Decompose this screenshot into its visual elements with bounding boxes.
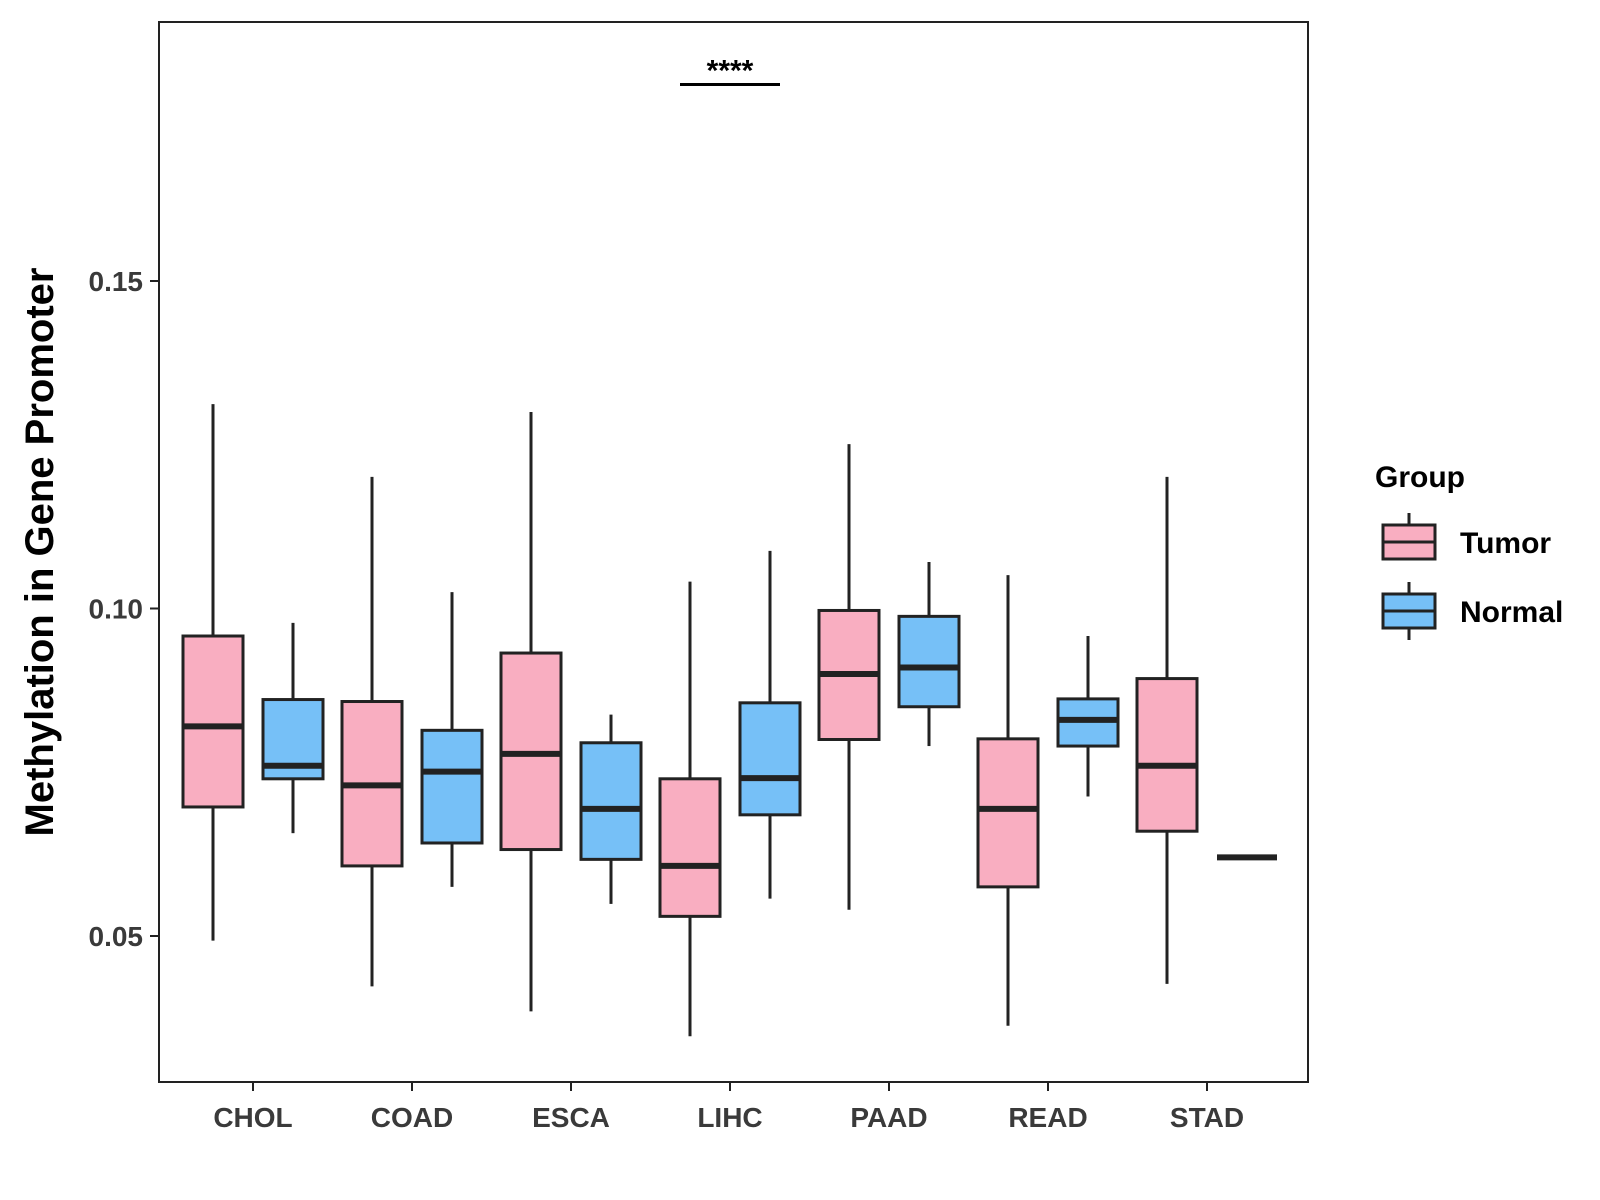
significance-annotations: ****	[680, 55, 780, 88]
box-normal-lihc	[738, 550, 802, 899]
x-tick-label: STAD	[1170, 1102, 1244, 1133]
box-tumor-lihc	[658, 581, 722, 1037]
box-tumor-paad	[817, 444, 881, 910]
x-axis: CHOL COAD ESCA LIHC PAAD READ STAD	[213, 1082, 1244, 1133]
plot-panel	[158, 21, 1309, 1083]
box-tumor-chol	[181, 404, 245, 941]
box-iqr	[738, 701, 802, 817]
x-tick-label: CHOL	[213, 1102, 292, 1133]
box-iqr	[658, 777, 722, 918]
y-tick-label: 0.15	[89, 266, 144, 297]
x-tick-label: LIHC	[697, 1102, 762, 1133]
legend-key-tumor	[1381, 513, 1437, 561]
y-tick-label: 0.05	[89, 921, 144, 952]
box-iqr	[976, 737, 1040, 889]
y-axis: 0.05 0.10 0.15	[89, 266, 159, 952]
x-tick-label: ESCA	[532, 1102, 610, 1133]
legend: Group Tumor Normal	[1375, 461, 1563, 640]
box-iqr	[897, 614, 961, 709]
box-normal-coad	[420, 592, 484, 887]
box-tumor-coad	[340, 476, 404, 987]
y-axis-title: Methylation in Gene Promoter	[18, 268, 62, 837]
legend-label-tumor: Tumor	[1460, 527, 1551, 560]
legend-key-normal	[1381, 582, 1437, 640]
box-series	[181, 404, 1277, 1037]
box-normal-paad	[897, 561, 961, 747]
box-normal-esca	[579, 714, 643, 904]
x-tick-label: COAD	[371, 1102, 453, 1133]
box-iqr	[420, 728, 484, 845]
box-iqr	[579, 741, 643, 861]
x-tick-label: READ	[1008, 1102, 1087, 1133]
box-iqr	[1135, 677, 1199, 833]
y-tick-label: 0.10	[89, 594, 144, 625]
box-tumor-read	[976, 575, 1040, 1026]
box-iqr	[181, 634, 245, 809]
legend-label-normal: Normal	[1460, 596, 1563, 629]
significance-label: ****	[707, 55, 754, 88]
legend-title: Group	[1375, 461, 1465, 494]
box-normal-read	[1056, 636, 1120, 797]
x-tick-label: PAAD	[850, 1102, 927, 1133]
box-normal-chol	[261, 622, 325, 834]
box-tumor-stad	[1135, 476, 1199, 984]
box-tumor-esca	[499, 412, 563, 1012]
